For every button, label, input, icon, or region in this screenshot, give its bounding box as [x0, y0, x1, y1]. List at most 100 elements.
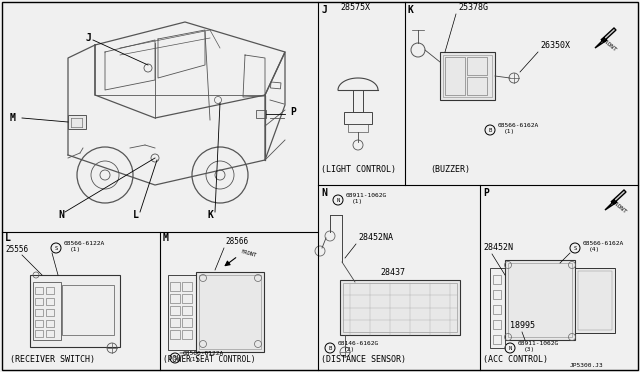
Text: M: M [10, 113, 16, 123]
Bar [35, 309, 43, 316]
Text: 28575X: 28575X [340, 3, 370, 12]
Bar [443, 55, 492, 97]
Text: N: N [321, 188, 327, 198]
Text: S: S [173, 356, 177, 360]
Bar [170, 294, 180, 303]
Bar [62, 285, 114, 335]
Bar [493, 320, 501, 329]
Text: 28452N: 28452N [483, 243, 513, 252]
Bar [343, 283, 457, 332]
Bar [196, 272, 264, 352]
Bar [493, 275, 501, 284]
Bar [35, 287, 43, 294]
Bar [578, 271, 612, 330]
Text: FRONT: FRONT [599, 37, 617, 53]
Bar [182, 318, 192, 327]
Text: 25556: 25556 [5, 245, 28, 254]
Bar [168, 275, 196, 350]
Bar [344, 112, 372, 124]
Text: (POWER SEAT CONTROL): (POWER SEAT CONTROL) [163, 355, 255, 364]
Text: S: S [54, 246, 58, 250]
Bar [508, 263, 572, 337]
Bar [46, 320, 54, 327]
Text: P: P [290, 107, 296, 117]
Bar [271, 82, 281, 89]
Bar [182, 330, 192, 339]
Text: (1): (1) [504, 129, 515, 134]
Bar [467, 77, 487, 95]
Text: N: N [508, 346, 511, 350]
Bar [505, 260, 575, 340]
Bar [467, 57, 487, 75]
Bar [353, 90, 363, 112]
Bar [445, 57, 465, 95]
Bar [440, 52, 495, 100]
Text: (RECEIVER SWITCH): (RECEIVER SWITCH) [10, 355, 95, 364]
Text: 26350X: 26350X [540, 41, 570, 50]
Bar [170, 330, 180, 339]
Bar [35, 298, 43, 305]
Text: L: L [5, 233, 11, 243]
Bar [182, 306, 192, 315]
Text: (1): (1) [352, 199, 364, 204]
Bar [46, 330, 54, 337]
Polygon shape [605, 190, 626, 210]
Text: (1): (1) [189, 357, 200, 362]
Text: (4): (4) [589, 247, 600, 252]
Bar [170, 306, 180, 315]
Text: 08911-1062G: 08911-1062G [346, 193, 387, 198]
Bar [68, 115, 86, 129]
Bar [182, 282, 192, 291]
Bar [170, 282, 180, 291]
Bar [33, 282, 61, 340]
Bar [199, 275, 261, 349]
Bar [182, 294, 192, 303]
Text: 08566-6162A: 08566-6162A [583, 241, 624, 246]
Text: L: L [133, 210, 139, 220]
Text: N: N [58, 210, 64, 220]
Text: 08566-6122A: 08566-6122A [64, 241, 105, 246]
Bar [348, 124, 368, 132]
Text: (3): (3) [524, 347, 535, 352]
Bar [46, 309, 54, 316]
Text: B: B [328, 346, 332, 350]
Bar [493, 305, 501, 314]
Text: FRONT: FRONT [240, 249, 257, 258]
Text: (BUZZER): (BUZZER) [430, 165, 470, 174]
Text: S: S [573, 246, 577, 250]
Bar [35, 320, 43, 327]
Bar [46, 287, 54, 294]
Text: M: M [163, 233, 169, 243]
Bar [340, 280, 460, 335]
Text: 28566: 28566 [225, 237, 248, 246]
Bar [30, 275, 120, 347]
Text: 28437: 28437 [380, 268, 405, 277]
Text: FRONT: FRONT [609, 199, 627, 215]
Bar [46, 298, 54, 305]
Text: K: K [408, 5, 414, 15]
Text: P: P [483, 188, 489, 198]
Text: 08566-6162A: 08566-6162A [498, 123, 540, 128]
Text: (ACC CONTROL): (ACC CONTROL) [483, 355, 548, 364]
Text: (2): (2) [344, 347, 355, 352]
Text: 25378G: 25378G [458, 3, 488, 12]
Text: (LIGHT CONTROL): (LIGHT CONTROL) [321, 165, 396, 174]
Text: (1): (1) [70, 247, 81, 252]
Text: N: N [337, 198, 340, 202]
Bar [493, 290, 501, 299]
Bar [170, 318, 180, 327]
Text: 08566-6122A: 08566-6122A [183, 351, 224, 356]
Text: K: K [208, 210, 214, 220]
Text: 28452NA: 28452NA [358, 233, 393, 242]
Text: J: J [85, 33, 91, 43]
Text: 08146-6162G: 08146-6162G [338, 341, 380, 346]
Text: J: J [321, 5, 327, 15]
Text: (DISTANCE SENSOR): (DISTANCE SENSOR) [321, 355, 406, 364]
Text: B: B [488, 128, 492, 132]
Polygon shape [595, 28, 616, 48]
Bar [493, 335, 501, 344]
Bar [575, 268, 615, 333]
Text: 08911-1062G: 08911-1062G [518, 341, 559, 346]
Text: JP5300.J3: JP5300.J3 [570, 363, 604, 368]
Bar [490, 268, 505, 348]
